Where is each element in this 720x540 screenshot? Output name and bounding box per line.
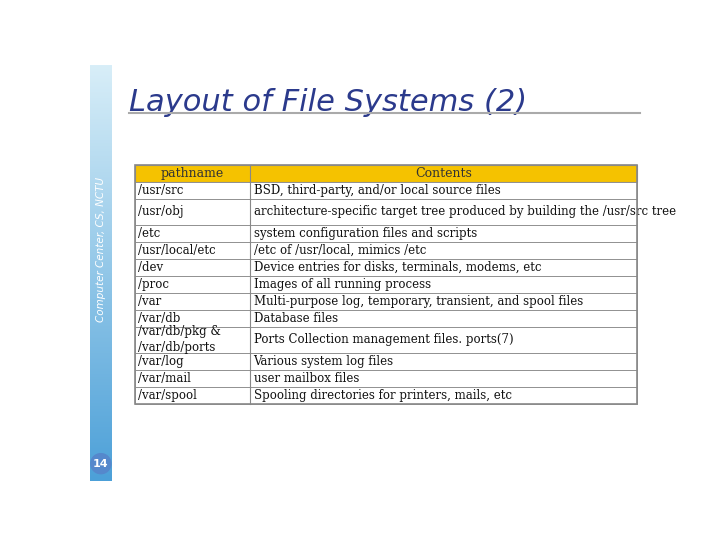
- Text: /etc: /etc: [138, 227, 161, 240]
- Text: Ports Collection management files. ports(7): Ports Collection management files. ports…: [253, 333, 513, 346]
- Text: Database files: Database files: [253, 312, 338, 325]
- Text: Various system log files: Various system log files: [253, 355, 394, 368]
- Text: /proc: /proc: [138, 278, 169, 291]
- Text: /var/spool: /var/spool: [138, 389, 197, 402]
- Text: 14: 14: [93, 458, 109, 469]
- Text: pathname: pathname: [161, 167, 224, 180]
- Bar: [135, 182, 637, 199]
- Bar: [135, 259, 637, 276]
- Text: user mailbox files: user mailbox files: [253, 372, 359, 384]
- Text: /var/db/pkg &
/var/db/ports: /var/db/pkg & /var/db/ports: [138, 325, 221, 354]
- Bar: [135, 327, 637, 353]
- Text: /etc of /usr/local, mimics /etc: /etc of /usr/local, mimics /etc: [253, 244, 426, 257]
- Text: /usr/local/etc: /usr/local/etc: [138, 244, 216, 257]
- Text: system configuration files and scripts: system configuration files and scripts: [253, 227, 477, 240]
- Text: architecture-specific target tree produced by building the /usr/src tree: architecture-specific target tree produc…: [253, 205, 675, 218]
- Text: /usr/obj: /usr/obj: [138, 205, 184, 218]
- Bar: [135, 309, 637, 327]
- Text: /var/db: /var/db: [138, 312, 181, 325]
- Bar: [135, 276, 637, 293]
- Text: BSD, third-party, and/or local source files: BSD, third-party, and/or local source fi…: [253, 184, 500, 197]
- Text: Multi-purpose log, temporary, transient, and spool files: Multi-purpose log, temporary, transient,…: [253, 295, 582, 308]
- Bar: [135, 165, 637, 403]
- Text: /var/log: /var/log: [138, 355, 184, 368]
- Text: Device entries for disks, terminals, modems, etc: Device entries for disks, terminals, mod…: [253, 261, 541, 274]
- Text: /var/mail: /var/mail: [138, 372, 191, 384]
- Circle shape: [91, 454, 111, 474]
- Bar: [135, 387, 637, 403]
- Text: /dev: /dev: [138, 261, 163, 274]
- Text: Contents: Contents: [415, 167, 472, 180]
- Text: Spooling directories for printers, mails, etc: Spooling directories for printers, mails…: [253, 389, 511, 402]
- Text: Layout of File Systems (2): Layout of File Systems (2): [129, 88, 527, 117]
- Bar: [135, 370, 637, 387]
- Text: /var: /var: [138, 295, 161, 308]
- Text: Images of all running process: Images of all running process: [253, 278, 431, 291]
- Bar: [135, 225, 637, 242]
- Bar: [135, 199, 637, 225]
- Text: Computer Center, CS, NCTU: Computer Center, CS, NCTU: [96, 177, 106, 322]
- Bar: [135, 165, 637, 182]
- Bar: [135, 293, 637, 309]
- Bar: [135, 242, 637, 259]
- Text: /usr/src: /usr/src: [138, 184, 184, 197]
- Bar: [135, 353, 637, 370]
